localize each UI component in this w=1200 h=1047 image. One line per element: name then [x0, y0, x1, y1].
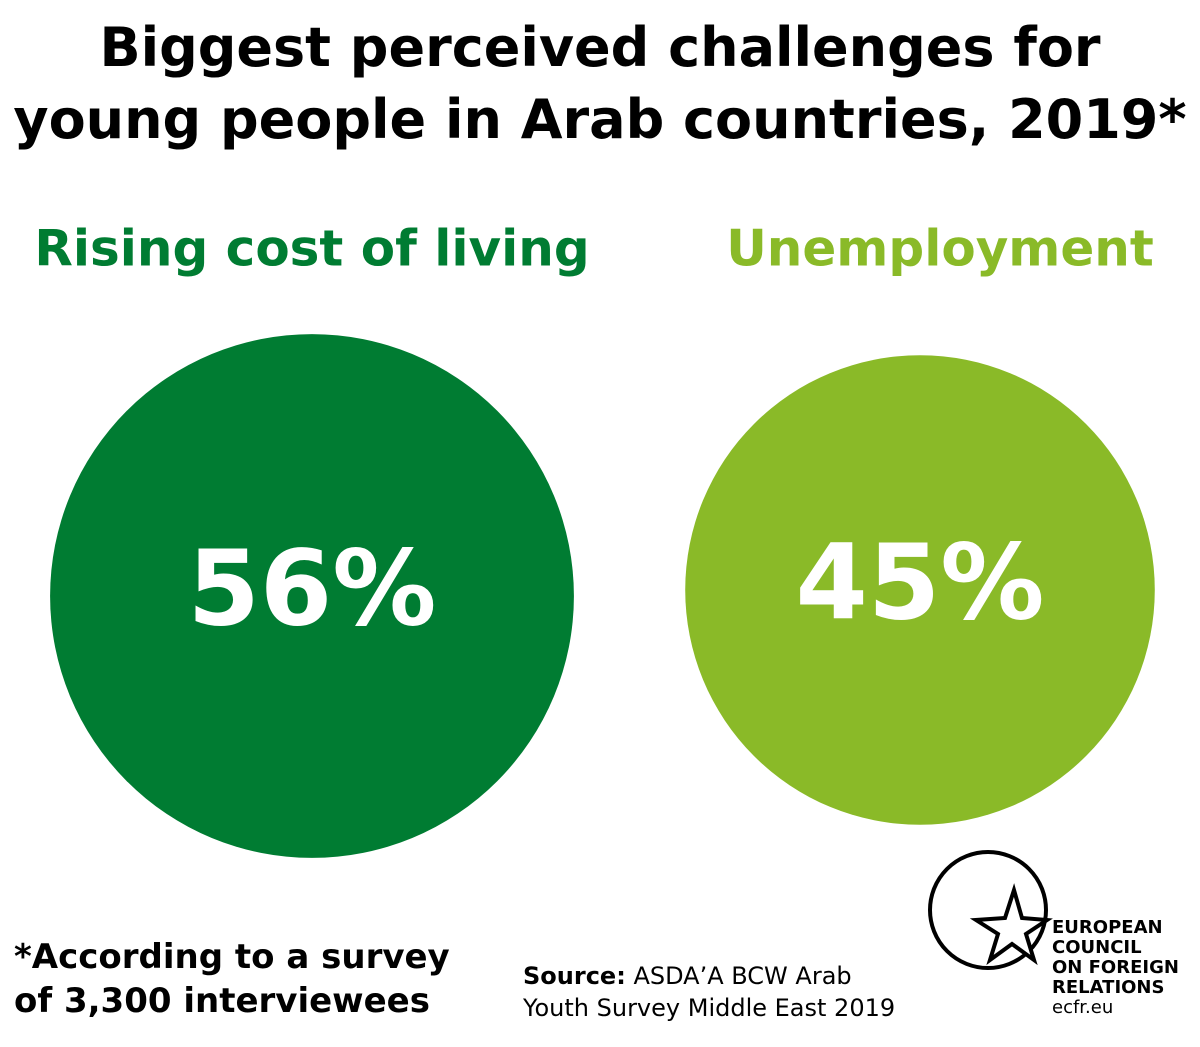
logo-star	[969, 883, 1053, 966]
logo-text: COUNCIL	[1052, 937, 1142, 958]
source-text: ASDA’A BCW Arab Youth Survey Middle East…	[523, 962, 896, 1022]
source: Source: ASDA’A BCW Arab Youth Survey Mid…	[523, 960, 903, 1024]
value-label: 45%	[796, 521, 1045, 643]
category-label: Unemployment	[726, 220, 1154, 278]
bubble	[50, 334, 574, 858]
source-label: Source:	[523, 962, 626, 990]
category-label: Rising cost of living	[34, 220, 589, 278]
footnote: *According to a survey of 3,300 intervie…	[14, 937, 450, 1021]
logo-url: ecfr.eu	[1052, 997, 1113, 1018]
logo-text: EUROPEAN	[1052, 917, 1163, 938]
logo-ring	[928, 850, 1048, 970]
logo-text: ON FOREIGN	[1052, 957, 1179, 978]
bubble	[685, 355, 1155, 825]
chart-title: Biggest perceived challenges for young p…	[13, 16, 1187, 151]
value-label: 56%	[188, 527, 437, 649]
logo-text: RELATIONS	[1052, 977, 1164, 998]
